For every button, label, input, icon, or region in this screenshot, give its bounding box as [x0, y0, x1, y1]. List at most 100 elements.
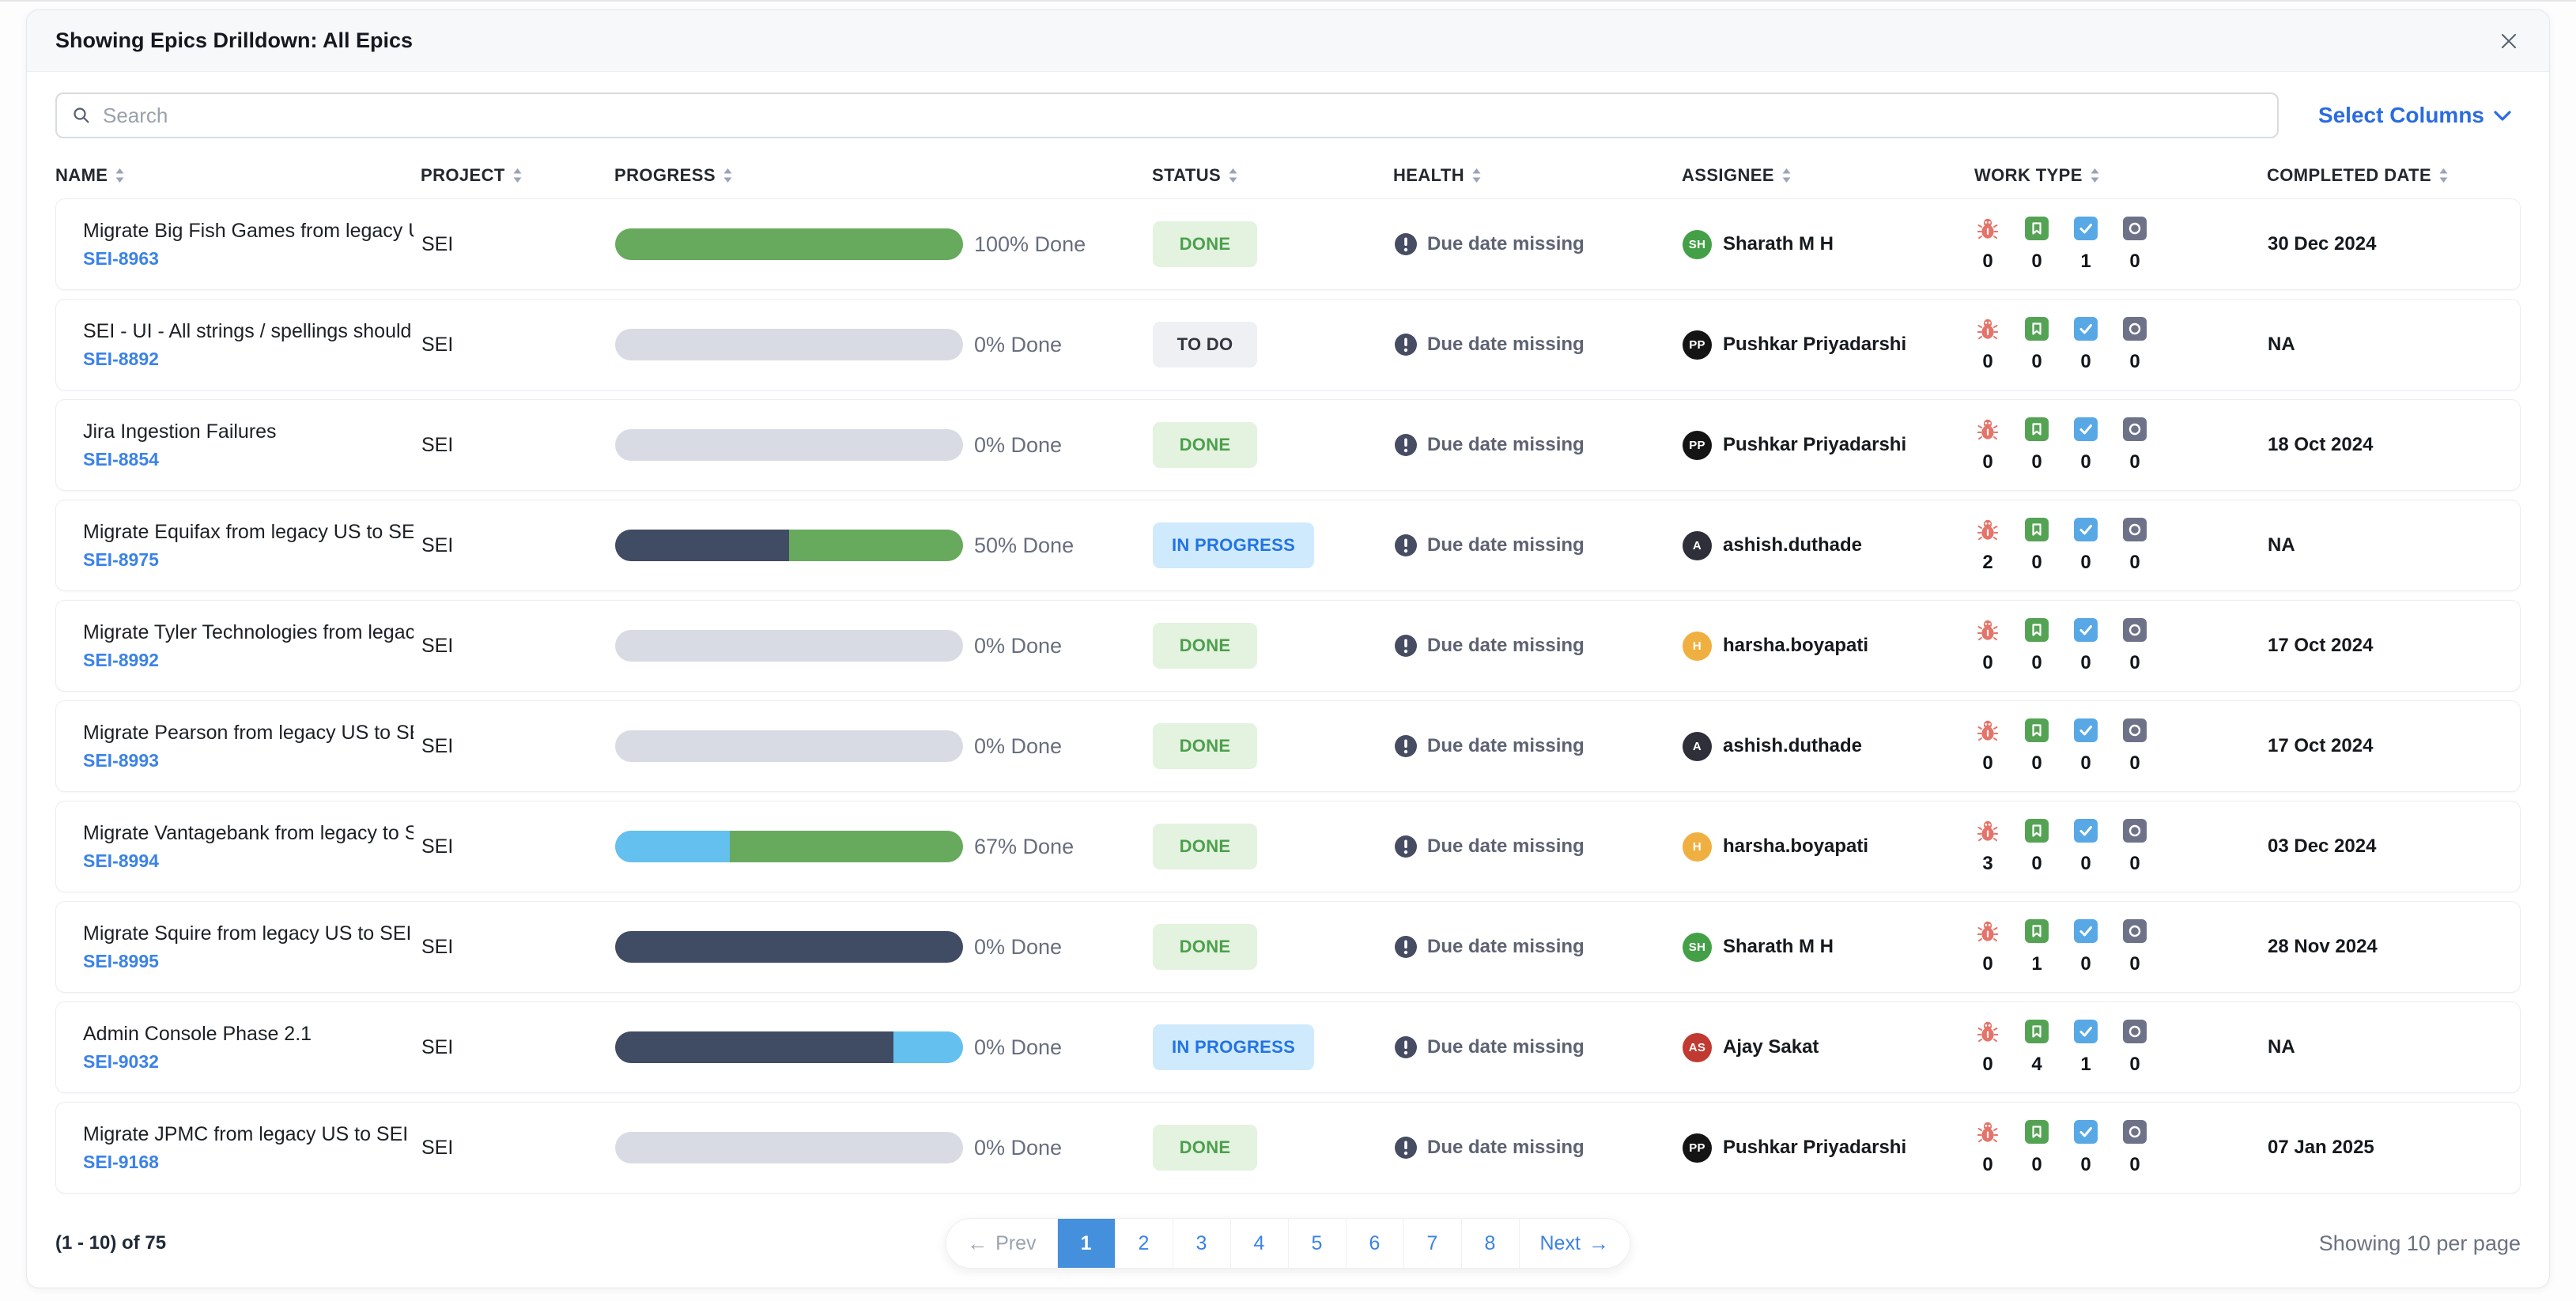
- column-header-name[interactable]: NAME: [55, 165, 421, 186]
- assignee-name: Pushkar Priyadarshi: [1723, 434, 1907, 455]
- sort-icon[interactable]: [512, 168, 523, 183]
- story-icon: [2025, 617, 2049, 642]
- progress-cell: 67% Done: [615, 831, 1153, 862]
- prev-page-button[interactable]: ← Prev: [946, 1219, 1058, 1268]
- task-icon: [2074, 918, 2098, 943]
- name-cell: Migrate Pearson from legacy US to SEI on…: [56, 722, 421, 771]
- progress-bar: [615, 831, 963, 862]
- column-label: STATUS: [1152, 165, 1222, 185]
- sort-icon[interactable]: [2090, 168, 2100, 183]
- sort-icon[interactable]: [115, 168, 125, 183]
- column-header-health[interactable]: HEALTH: [1393, 165, 1682, 186]
- page-button-5[interactable]: 5: [1288, 1219, 1347, 1268]
- page-button-6[interactable]: 6: [1346, 1219, 1404, 1268]
- bug-icon: [1976, 217, 2000, 240]
- assignee-name: ashish.duthade: [1723, 534, 1863, 556]
- epic-key-link[interactable]: SEI-8963: [83, 247, 159, 269]
- search-input[interactable]: [103, 103, 2263, 128]
- epic-key-link[interactable]: SEI-9032: [83, 1050, 159, 1072]
- status-cell: DONE: [1153, 723, 1394, 769]
- task-icon: [2074, 417, 2098, 441]
- page-button-8[interactable]: 8: [1461, 1219, 1520, 1268]
- story-count: 0: [2031, 250, 2042, 272]
- epic-key-link[interactable]: SEI-8994: [83, 850, 159, 871]
- epic-key-link[interactable]: SEI-8975: [83, 549, 159, 570]
- bug-count: 0: [1982, 952, 1993, 975]
- name-cell: Jira Ingestion Failures SEI-8854: [56, 420, 421, 470]
- progress-cell: 0% Done: [615, 329, 1153, 360]
- avatar: AS: [1683, 1032, 1712, 1062]
- column-header-completed-date[interactable]: COMPLETED DATE: [2267, 165, 2521, 186]
- progress-segment: [730, 831, 963, 862]
- task-count: 0: [2080, 1153, 2091, 1175]
- bug-count: 3: [1982, 852, 1993, 874]
- epic-icon: [2123, 617, 2147, 642]
- progress-bar: [615, 1132, 963, 1163]
- epic-name: Admin Console Phase 2.1: [83, 1022, 312, 1045]
- next-page-button[interactable]: Next →: [1519, 1219, 1630, 1268]
- column-header-project[interactable]: PROJECT: [421, 165, 614, 186]
- name-cell: Migrate JPMC from legacy US to SEI on Ha…: [56, 1123, 421, 1173]
- story-count: 0: [2031, 651, 2042, 673]
- epic-key-link[interactable]: SEI-8995: [83, 950, 159, 971]
- epic-key-link[interactable]: SEI-8854: [83, 448, 159, 469]
- page-title: Showing Epics Drilldown: All Epics: [55, 28, 414, 52]
- work-type-cell: 0 1 0: [1975, 918, 2268, 975]
- story-icon: [2025, 1019, 2049, 1043]
- progress-cell: 0% Done: [615, 931, 1153, 963]
- column-header-assignee[interactable]: ASSIGNEE: [1682, 165, 1974, 186]
- health-label: Due date missing: [1427, 835, 1585, 857]
- avatar: H: [1683, 832, 1712, 862]
- close-icon[interactable]: [2497, 29, 2521, 53]
- status-cell: TO DO: [1153, 322, 1394, 368]
- page-button-4[interactable]: 4: [1230, 1219, 1289, 1268]
- warning-icon: [1394, 534, 1418, 557]
- status-cell: DONE: [1153, 221, 1394, 267]
- name-cell: Migrate Vantagebank from legacy to SEI o…: [56, 822, 421, 872]
- status-cell: DONE: [1153, 422, 1394, 468]
- progress-bar: [615, 329, 963, 360]
- work-type-cell: 0 0 0: [1975, 718, 2268, 775]
- story-icon: [2025, 818, 2049, 843]
- bug-count: 0: [1982, 1053, 1993, 1075]
- avatar: PP: [1683, 330, 1712, 360]
- column-header-work-type[interactable]: WORK TYPE: [1974, 165, 2267, 186]
- sort-icon[interactable]: [1228, 168, 1238, 183]
- column-header-status[interactable]: STATUS: [1152, 165, 1393, 186]
- sort-icon[interactable]: [1471, 168, 1482, 183]
- epic-key-link[interactable]: SEI-8892: [83, 348, 159, 369]
- per-page-label: Showing 10 per page: [2318, 1231, 2521, 1255]
- sort-icon[interactable]: [2438, 168, 2449, 183]
- page-button-3[interactable]: 3: [1173, 1219, 1231, 1268]
- assignee-cell: A ashish.duthade: [1683, 731, 1975, 761]
- epic-key-link[interactable]: SEI-8992: [83, 649, 159, 670]
- task-count: 0: [2080, 551, 2091, 573]
- task-icon: [2074, 517, 2098, 541]
- sort-icon[interactable]: [723, 168, 733, 183]
- column-header-progress[interactable]: PROGRESS: [614, 165, 1152, 186]
- project-cell: SEI: [421, 534, 454, 556]
- status-badge: IN PROGRESS: [1153, 522, 1315, 568]
- epic-key-link[interactable]: SEI-9168: [83, 1151, 159, 1172]
- select-columns-button[interactable]: Select Columns: [2318, 103, 2521, 128]
- progress-bar: [615, 1031, 963, 1063]
- epic-count: 0: [2129, 651, 2140, 673]
- progress-bar: [615, 228, 963, 260]
- epic-key-link[interactable]: SEI-8993: [83, 749, 159, 771]
- page-button-7[interactable]: 7: [1403, 1219, 1462, 1268]
- sort-icon[interactable]: [1781, 168, 1792, 183]
- progress-segment: [615, 1031, 893, 1063]
- progress-label: 0% Done: [974, 1135, 1063, 1160]
- page-button-2[interactable]: 2: [1115, 1219, 1173, 1268]
- page-button-1[interactable]: 1: [1057, 1219, 1116, 1268]
- assignee-cell: A ashish.duthade: [1683, 530, 1975, 560]
- task-count: 1: [2080, 250, 2091, 272]
- epic-name: Migrate Pearson from legacy US to SEI on…: [83, 721, 414, 744]
- assignee-cell: SH Sharath M H: [1683, 932, 1975, 962]
- health-label: Due date missing: [1427, 233, 1585, 255]
- table-row: Migrate JPMC from legacy US to SEI on Ha…: [55, 1102, 2521, 1194]
- progress-segment: [615, 931, 963, 963]
- name-cell: SEI - UI - All strings / spellings shoul…: [56, 320, 421, 370]
- progress-segment: [789, 530, 963, 561]
